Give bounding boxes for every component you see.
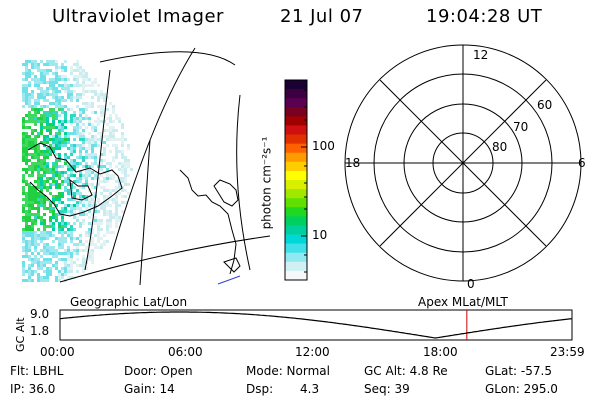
time-tick-0000: 00:00 bbox=[40, 345, 75, 359]
filter-info: Flt: LBHL bbox=[10, 364, 64, 378]
dsp-value: 4.3 bbox=[300, 382, 320, 396]
lat-label-80: 80 bbox=[492, 140, 508, 154]
colorbar-segment bbox=[285, 143, 307, 154]
date-label: 21 Jul 07 bbox=[280, 6, 364, 27]
door-info: Door: Open bbox=[124, 364, 193, 378]
alt-tick-9: 9.0 bbox=[30, 307, 50, 321]
gc-alt-info: GC Alt: 4.8 Re bbox=[364, 364, 448, 378]
colorbar-segment bbox=[285, 189, 307, 199]
time-label: 19:04:28 UT bbox=[426, 6, 543, 27]
seq-info: Seq: 39 bbox=[364, 382, 410, 396]
glon-info: GLon: 295.0 bbox=[485, 382, 558, 396]
app-title: Ultraviolet Imager bbox=[52, 6, 224, 27]
colorbar-segment bbox=[285, 116, 307, 126]
colorbar-gradient bbox=[285, 80, 307, 281]
colorbar-segment bbox=[285, 234, 307, 245]
left-map-caption: Geographic Lat/Lon bbox=[70, 295, 188, 309]
colorbar-segment bbox=[285, 225, 307, 236]
time-tick-2359: 23:59 bbox=[550, 345, 585, 359]
colorbar-segment bbox=[285, 98, 307, 108]
colorbar-segment bbox=[285, 152, 307, 163]
lat-label-60: 60 bbox=[537, 98, 553, 112]
colorbar-segment bbox=[285, 170, 307, 181]
colorbar-segment bbox=[285, 198, 307, 208]
colorbar-ticks bbox=[301, 89, 307, 273]
map-grid-lines bbox=[59, 47, 271, 285]
time-tick-1200: 12:00 bbox=[295, 345, 330, 359]
mode-info: Mode: Normal bbox=[246, 364, 330, 378]
colorbar-segment bbox=[285, 180, 307, 190]
colorbar-segment bbox=[285, 107, 307, 117]
right-map-caption: Apex MLat/MLT bbox=[418, 295, 508, 309]
colorbar-segment bbox=[285, 243, 307, 254]
colorbar-segment bbox=[285, 261, 307, 272]
gain-info: Gain: 14 bbox=[124, 382, 175, 396]
colorbar-segment bbox=[285, 252, 307, 263]
dsp-label: Dsp: bbox=[246, 382, 274, 396]
clock-label-6: 6 bbox=[578, 156, 586, 170]
colorbar-segment bbox=[285, 125, 307, 136]
coastlines bbox=[27, 142, 241, 275]
colorbar-segment bbox=[285, 270, 307, 281]
alt-tick-1-8: 1.8 bbox=[30, 324, 50, 338]
uv-emission-blob bbox=[22, 60, 133, 282]
colorbar-segment bbox=[285, 89, 307, 99]
lat-label-70: 70 bbox=[513, 120, 529, 134]
colorbar-segment bbox=[285, 80, 307, 90]
clock-label-0: 0 bbox=[467, 277, 475, 291]
colorbar-tick-10: 10 bbox=[312, 228, 328, 242]
time-tick-1800: 18:00 bbox=[423, 345, 458, 359]
colorbar-segment bbox=[285, 134, 307, 145]
altitude-curve bbox=[59, 311, 573, 339]
ip-info: IP: 36.0 bbox=[10, 382, 56, 396]
time-tick-0600: 06:00 bbox=[168, 345, 203, 359]
clock-label-12: 12 bbox=[473, 48, 489, 62]
glat-info: GLat: -57.5 bbox=[485, 364, 552, 378]
colorbar-tick-100: 100 bbox=[312, 139, 335, 153]
colorbar-segment bbox=[285, 207, 307, 217]
colorbar-segment bbox=[285, 216, 307, 226]
clock-label-18: 18 bbox=[345, 156, 361, 170]
colorbar-segment bbox=[285, 161, 307, 172]
altitude-ylabel: GC Alt bbox=[14, 317, 27, 352]
